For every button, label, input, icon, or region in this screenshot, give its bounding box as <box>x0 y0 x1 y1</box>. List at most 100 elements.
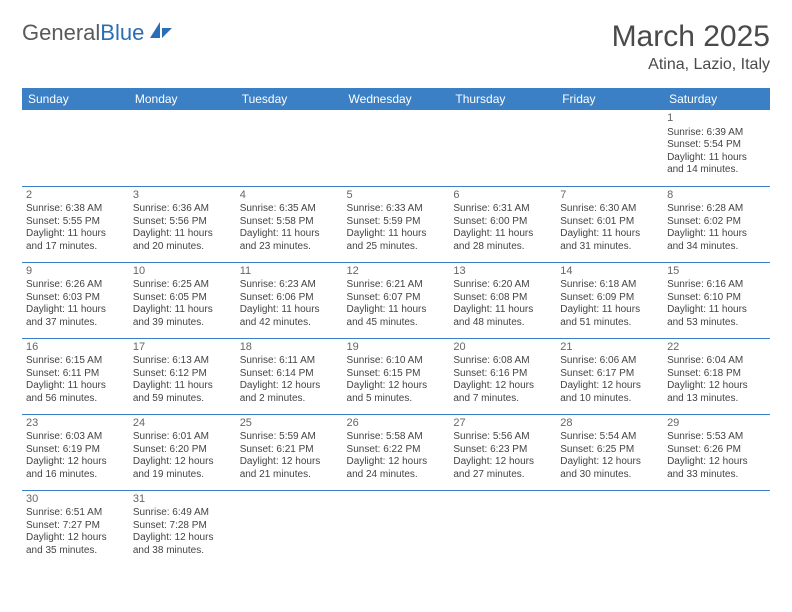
calendar-week: 1Sunrise: 6:39 AMSunset: 5:54 PMDaylight… <box>22 110 770 186</box>
day-info: and 24 minutes. <box>347 469 446 482</box>
day-info: Daylight: 12 hours <box>347 380 446 393</box>
day-info: Sunrise: 6:23 AM <box>240 279 339 292</box>
day-info: and 31 minutes. <box>560 241 659 254</box>
day-info: Sunset: 6:16 PM <box>453 368 552 381</box>
day-info: Sunrise: 6:39 AM <box>667 127 766 140</box>
day-info: and 10 minutes. <box>560 393 659 406</box>
calendar-cell: 22Sunrise: 6:04 AMSunset: 6:18 PMDayligh… <box>663 338 770 414</box>
sail-icon <box>148 20 174 46</box>
day-number: 10 <box>133 265 232 279</box>
day-info: and 25 minutes. <box>347 241 446 254</box>
month-title: March 2025 <box>612 20 770 54</box>
day-info: Sunrise: 6:06 AM <box>560 355 659 368</box>
day-info: Sunset: 6:22 PM <box>347 444 446 457</box>
day-info: Sunrise: 6:51 AM <box>26 507 125 520</box>
day-info: Sunrise: 6:01 AM <box>133 431 232 444</box>
day-number: 18 <box>240 341 339 355</box>
calendar-cell <box>556 490 663 566</box>
day-info: Daylight: 12 hours <box>26 456 125 469</box>
title-block: March 2025 Atina, Lazio, Italy <box>612 20 770 74</box>
day-info: and 21 minutes. <box>240 469 339 482</box>
calendar-cell <box>663 490 770 566</box>
day-info: Sunset: 6:17 PM <box>560 368 659 381</box>
calendar-cell: 29Sunrise: 5:53 AMSunset: 6:26 PMDayligh… <box>663 414 770 490</box>
day-info: Daylight: 12 hours <box>453 380 552 393</box>
location: Atina, Lazio, Italy <box>612 56 770 74</box>
calendar-cell: 9Sunrise: 6:26 AMSunset: 6:03 PMDaylight… <box>22 262 129 338</box>
day-info: and 42 minutes. <box>240 317 339 330</box>
calendar-cell: 4Sunrise: 6:35 AMSunset: 5:58 PMDaylight… <box>236 186 343 262</box>
day-info: Sunset: 6:08 PM <box>453 292 552 305</box>
day-info: and 13 minutes. <box>667 393 766 406</box>
calendar-cell <box>236 110 343 186</box>
day-info: Sunset: 6:05 PM <box>133 292 232 305</box>
day-info: Sunrise: 6:21 AM <box>347 279 446 292</box>
day-number: 14 <box>560 265 659 279</box>
calendar-cell: 1Sunrise: 6:39 AMSunset: 5:54 PMDaylight… <box>663 110 770 186</box>
day-info: Sunset: 6:12 PM <box>133 368 232 381</box>
day-info: Sunset: 6:15 PM <box>347 368 446 381</box>
day-number: 19 <box>347 341 446 355</box>
day-info: and 51 minutes. <box>560 317 659 330</box>
day-number: 2 <box>26 189 125 203</box>
logo: GeneralBlue <box>22 20 174 46</box>
day-info: Sunrise: 6:33 AM <box>347 203 446 216</box>
day-number: 31 <box>133 493 232 507</box>
weekday-header: Friday <box>556 88 663 110</box>
day-info: and 28 minutes. <box>453 241 552 254</box>
day-info: Sunrise: 6:18 AM <box>560 279 659 292</box>
day-info: Sunrise: 6:30 AM <box>560 203 659 216</box>
day-info: Sunrise: 5:56 AM <box>453 431 552 444</box>
day-info: Sunrise: 6:10 AM <box>347 355 446 368</box>
day-number: 28 <box>560 417 659 431</box>
calendar-cell: 5Sunrise: 6:33 AMSunset: 5:59 PMDaylight… <box>343 186 450 262</box>
day-info: Sunset: 6:03 PM <box>26 292 125 305</box>
day-info: Sunset: 7:27 PM <box>26 520 125 533</box>
day-info: Daylight: 12 hours <box>240 380 339 393</box>
weekday-header: Monday <box>129 88 236 110</box>
day-info: and 59 minutes. <box>133 393 232 406</box>
day-info: Sunrise: 6:49 AM <box>133 507 232 520</box>
day-info: Daylight: 11 hours <box>667 152 766 165</box>
calendar-cell: 2Sunrise: 6:38 AMSunset: 5:55 PMDaylight… <box>22 186 129 262</box>
calendar-cell: 15Sunrise: 6:16 AMSunset: 6:10 PMDayligh… <box>663 262 770 338</box>
calendar-cell <box>449 490 556 566</box>
calendar-cell: 18Sunrise: 6:11 AMSunset: 6:14 PMDayligh… <box>236 338 343 414</box>
day-number: 12 <box>347 265 446 279</box>
day-info: Daylight: 11 hours <box>453 228 552 241</box>
calendar-cell: 3Sunrise: 6:36 AMSunset: 5:56 PMDaylight… <box>129 186 236 262</box>
day-info: Sunrise: 6:38 AM <box>26 203 125 216</box>
day-number: 24 <box>133 417 232 431</box>
day-info: Daylight: 12 hours <box>26 532 125 545</box>
day-info: Sunset: 7:28 PM <box>133 520 232 533</box>
day-number: 26 <box>347 417 446 431</box>
calendar-week: 2Sunrise: 6:38 AMSunset: 5:55 PMDaylight… <box>22 186 770 262</box>
day-number: 6 <box>453 189 552 203</box>
weekday-header: Thursday <box>449 88 556 110</box>
day-info: Sunset: 6:20 PM <box>133 444 232 457</box>
day-info: and 27 minutes. <box>453 469 552 482</box>
day-info: Daylight: 12 hours <box>667 456 766 469</box>
calendar-cell: 27Sunrise: 5:56 AMSunset: 6:23 PMDayligh… <box>449 414 556 490</box>
day-info: Daylight: 11 hours <box>240 228 339 241</box>
day-info: and 48 minutes. <box>453 317 552 330</box>
calendar-week: 16Sunrise: 6:15 AMSunset: 6:11 PMDayligh… <box>22 338 770 414</box>
calendar-cell: 17Sunrise: 6:13 AMSunset: 6:12 PMDayligh… <box>129 338 236 414</box>
weekday-header: Sunday <box>22 88 129 110</box>
day-info: Daylight: 11 hours <box>453 304 552 317</box>
day-info: Daylight: 11 hours <box>26 380 125 393</box>
calendar-cell: 16Sunrise: 6:15 AMSunset: 6:11 PMDayligh… <box>22 338 129 414</box>
day-number: 13 <box>453 265 552 279</box>
calendar-cell: 25Sunrise: 5:59 AMSunset: 6:21 PMDayligh… <box>236 414 343 490</box>
day-info: Sunrise: 6:13 AM <box>133 355 232 368</box>
day-info: Sunrise: 5:53 AM <box>667 431 766 444</box>
day-number: 29 <box>667 417 766 431</box>
day-info: Daylight: 12 hours <box>560 380 659 393</box>
day-info: Daylight: 12 hours <box>240 456 339 469</box>
calendar-table: SundayMondayTuesdayWednesdayThursdayFrid… <box>22 88 770 566</box>
day-info: Sunrise: 5:59 AM <box>240 431 339 444</box>
calendar-week: 23Sunrise: 6:03 AMSunset: 6:19 PMDayligh… <box>22 414 770 490</box>
day-info: Sunrise: 6:08 AM <box>453 355 552 368</box>
day-number: 1 <box>667 112 766 126</box>
day-info: Daylight: 11 hours <box>133 304 232 317</box>
